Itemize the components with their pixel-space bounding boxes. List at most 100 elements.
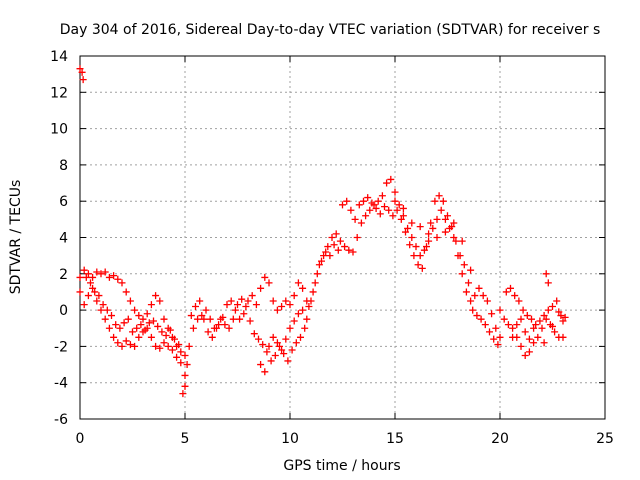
- data-point-0-151: [307, 297, 315, 305]
- data-point-0-235: [469, 306, 477, 314]
- data-point-0-49: [156, 344, 164, 352]
- data-points: [76, 65, 569, 398]
- data-point-0-190: [471, 292, 479, 300]
- data-point-0-202: [330, 241, 338, 249]
- data-point-0-194: [488, 310, 496, 318]
- data-point-0-30: [76, 288, 84, 296]
- data-point-0-132: [280, 350, 288, 358]
- data-point-0-287: [521, 328, 529, 336]
- data-point-0-211: [368, 199, 376, 207]
- data-point-0-165: [366, 206, 374, 214]
- data-point-0-214: [381, 203, 388, 211]
- data-point-0-117: [217, 315, 225, 323]
- data-point-0-34: [93, 297, 101, 305]
- data-point-0-115: [208, 333, 216, 341]
- data-point-0-90: [223, 301, 231, 309]
- data-point-0-102: [273, 306, 281, 314]
- y-tick-label-0: -6: [54, 412, 68, 428]
- data-point-0-164: [362, 212, 370, 220]
- data-point-0-248: [441, 228, 449, 236]
- data-point-0-180: [429, 224, 437, 232]
- data-point-0-62: [99, 301, 107, 309]
- data-point-0-249: [450, 219, 458, 227]
- data-point-0-114: [204, 328, 212, 336]
- data-point-0-284: [509, 333, 517, 341]
- data-point-0-82: [189, 324, 197, 332]
- data-point-0-29: [183, 361, 191, 369]
- x-axis-ticks: 0 5 10 15 20 25: [76, 56, 614, 447]
- data-point-0-5: [84, 270, 92, 278]
- data-point-0-203: [334, 246, 342, 254]
- y-tick-label-8: 10: [50, 122, 68, 138]
- x-tick-label-2: 10: [281, 431, 299, 447]
- data-point-0-2: [79, 76, 87, 84]
- data-point-0-70: [133, 324, 141, 332]
- data-point-0-273: [523, 312, 531, 320]
- y-tick-label-7: 8: [59, 158, 68, 174]
- data-point-0-228: [439, 197, 447, 205]
- data-point-0-58: [82, 273, 90, 281]
- data-point-0-121: [234, 301, 241, 309]
- data-point-0-177: [416, 252, 424, 260]
- data-point-0-110: [187, 312, 195, 320]
- data-point-0-54: [177, 359, 185, 367]
- data-point-0-221: [410, 252, 418, 260]
- data-point-0-199: [318, 257, 325, 265]
- data-point-0-128: [263, 348, 271, 356]
- data-point-0-101: [269, 297, 277, 305]
- data-point-0-269: [507, 284, 514, 292]
- data-point-0-35: [97, 306, 105, 314]
- data-point-0-281: [557, 312, 565, 320]
- data-point-0-185: [450, 234, 458, 241]
- data-point-0-9: [101, 268, 109, 276]
- data-point-0-47: [147, 333, 155, 341]
- data-point-0-107: [294, 279, 302, 287]
- data-point-0-242: [391, 197, 399, 205]
- data-point-0-74: [150, 317, 157, 325]
- data-point-0-11: [110, 272, 118, 280]
- data-point-0-232: [456, 252, 464, 260]
- data-point-0-161: [349, 248, 357, 256]
- data-point-0-44: [135, 333, 143, 341]
- data-point-0-1: [78, 68, 86, 76]
- data-point-0-227: [435, 192, 443, 200]
- data-point-0-288: [525, 335, 533, 343]
- data-point-0-43: [131, 342, 139, 350]
- data-point-0-113: [200, 315, 208, 323]
- data-point-0-145: [282, 335, 290, 343]
- data-point-0-189: [467, 297, 475, 305]
- data-point-0-183: [441, 215, 449, 223]
- y-tick-label-10: 14: [50, 49, 68, 65]
- data-point-0-92: [231, 306, 239, 314]
- data-point-0-15: [126, 297, 134, 305]
- data-point-0-261: [534, 333, 542, 341]
- data-point-0-155: [324, 243, 332, 251]
- data-point-0-76: [158, 328, 166, 336]
- data-point-0-17: [135, 312, 143, 320]
- data-point-0-157: [332, 230, 340, 238]
- data-point-0-67: [120, 319, 128, 327]
- data-point-0-79: [171, 335, 178, 343]
- data-point-0-123: [242, 302, 250, 310]
- data-point-0-244: [408, 219, 416, 227]
- data-point-0-31: [80, 301, 88, 309]
- data-point-0-259: [525, 348, 533, 356]
- data-point-0-171: [391, 188, 399, 196]
- data-point-0-108: [299, 284, 307, 292]
- data-point-0-6: [89, 273, 97, 281]
- data-point-0-182: [437, 206, 445, 214]
- y-tick-label-4: 2: [59, 267, 68, 283]
- data-point-0-217: [393, 206, 401, 214]
- data-point-0-147: [290, 317, 298, 325]
- data-point-0-251: [467, 266, 475, 274]
- data-point-0-246: [425, 230, 433, 238]
- data-point-0-32: [84, 292, 92, 300]
- data-point-0-193: [483, 297, 491, 305]
- data-point-0-286: [517, 315, 525, 323]
- data-point-0-229: [444, 212, 451, 220]
- grid: [80, 56, 605, 419]
- data-point-0-38: [110, 333, 118, 341]
- data-point-0-64: [108, 312, 115, 320]
- data-point-0-208: [355, 201, 363, 209]
